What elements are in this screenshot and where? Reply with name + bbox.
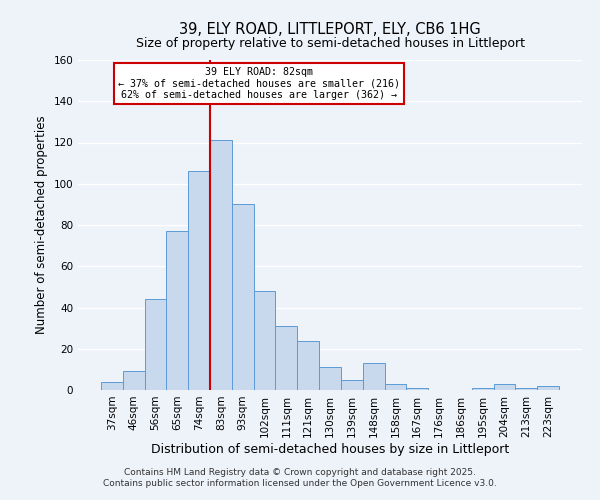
Text: 39 ELY ROAD: 82sqm
← 37% of semi-detached houses are smaller (216)
62% of semi-d: 39 ELY ROAD: 82sqm ← 37% of semi-detache… (118, 66, 400, 100)
Bar (254, 291, 275, 390)
Bar (166, 231, 188, 390)
Bar (472, 388, 494, 390)
Bar (515, 388, 537, 390)
Bar (101, 382, 123, 390)
Text: Contains HM Land Registry data © Crown copyright and database right 2025.
Contai: Contains HM Land Registry data © Crown c… (103, 468, 497, 487)
Bar (406, 388, 428, 390)
Bar (145, 299, 166, 390)
Bar (210, 140, 232, 390)
Bar (385, 384, 406, 390)
Bar (537, 386, 559, 390)
Text: 39, ELY ROAD, LITTLEPORT, ELY, CB6 1HG: 39, ELY ROAD, LITTLEPORT, ELY, CB6 1HG (179, 22, 481, 38)
Bar (363, 363, 385, 390)
Bar (188, 172, 210, 390)
Y-axis label: Number of semi-detached properties: Number of semi-detached properties (35, 116, 48, 334)
Bar (297, 340, 319, 390)
Bar (494, 384, 515, 390)
Bar (341, 380, 363, 390)
X-axis label: Distribution of semi-detached houses by size in Littleport: Distribution of semi-detached houses by … (151, 442, 509, 456)
Bar (275, 326, 297, 390)
Bar (232, 204, 254, 390)
Text: Size of property relative to semi-detached houses in Littleport: Size of property relative to semi-detach… (136, 38, 524, 51)
Bar (123, 372, 145, 390)
Bar (319, 368, 341, 390)
